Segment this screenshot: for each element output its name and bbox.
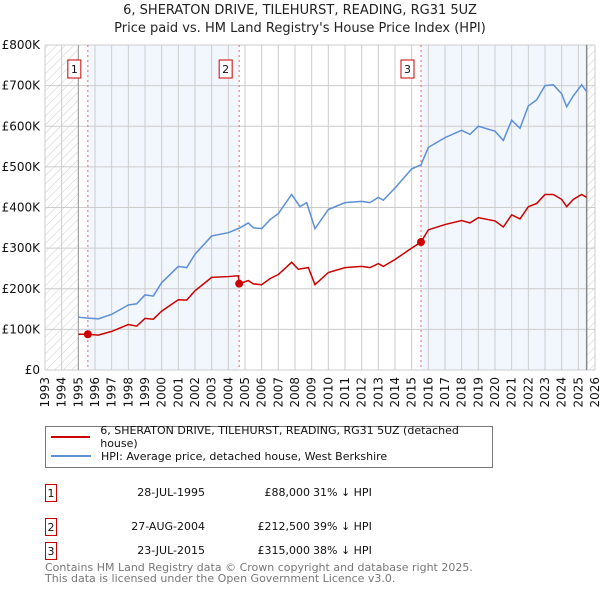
sale-hpi-diff: 39% ↓ HPI	[313, 520, 372, 533]
sale-marker-label: 1	[71, 63, 78, 76]
legend-label: HPI: Average price, detached house, West…	[101, 449, 388, 463]
sale-row: 3 23-JUL-2015 £315,000 38% ↓ HPI	[45, 542, 445, 570]
sale-point	[235, 279, 244, 288]
legend: 6, SHERATON DRIVE, TILEHURST, READING, R…	[45, 424, 493, 468]
x-tick-label: 1998	[121, 377, 135, 408]
footer-copyright: Contains HM Land Registry data © Crown c…	[45, 561, 473, 574]
x-tick-label: 2003	[205, 377, 219, 408]
legend-swatch-red	[51, 436, 91, 438]
chart-subtitle: Price paid vs. HM Land Registry's House …	[114, 21, 486, 36]
sale-price: £212,500	[257, 520, 311, 533]
x-tick-label: 2018	[455, 377, 469, 408]
y-tick-label: £800K	[2, 38, 42, 52]
x-tick-label: 2013	[371, 377, 385, 408]
x-tick-label: 1996	[88, 377, 102, 408]
x-tick-label: 2017	[438, 377, 452, 408]
price-paid-line	[78, 193, 588, 336]
y-tick-label: £400K	[2, 201, 42, 215]
sale-marker-box	[218, 59, 233, 79]
x-tick-label: 1997	[105, 377, 119, 408]
legend-label: 6, SHERATON DRIVE, TILEHURST, READING, R…	[100, 424, 459, 450]
y-tick-label: £700K	[2, 79, 42, 93]
y-tick-label: £300K	[2, 241, 42, 255]
x-tick-label: 2016	[421, 377, 435, 408]
sale-date: 27-AUG-2004	[131, 520, 205, 533]
sale-point	[417, 238, 425, 247]
legend-item-property: 6, SHERATON DRIVE, TILEHURST, READING, R…	[51, 424, 492, 450]
sale-point	[83, 330, 92, 339]
x-tick-label: 2014	[388, 377, 402, 408]
x-tick-label: 2023	[538, 377, 552, 408]
hpi-line	[78, 83, 588, 320]
sale-price: £315,000	[257, 544, 311, 557]
x-tick-label: 1995	[71, 377, 85, 408]
x-tick-label: 2006	[255, 377, 269, 408]
x-tick-label: 2002	[188, 377, 202, 408]
sale-marker-label: 2	[222, 63, 229, 76]
sale-row: 2 27-AUG-2004 £212,500 39% ↓ HPI	[45, 518, 445, 536]
x-tick-label: 2019	[471, 377, 485, 408]
legend-swatch-blue	[51, 455, 91, 457]
footer: Contains HM Land Registry data © Crown c…	[45, 562, 473, 584]
x-tick-label: 2021	[505, 377, 519, 408]
footer-licence: This data is licensed under the Open Gov…	[45, 572, 396, 585]
y-tick-label: £100K	[2, 322, 42, 336]
y-tick-label: £0	[25, 363, 40, 377]
sale-marker-box	[400, 59, 415, 79]
sale-marker-box: 3	[45, 542, 57, 560]
x-tick-label: 2020	[488, 377, 502, 408]
x-tick-label: 2010	[321, 377, 335, 408]
x-tick-label: 2024	[555, 377, 569, 408]
chart-title: 6, SHERATON DRIVE, TILEHURST, READING, R…	[123, 3, 477, 18]
sale-marker-box: 2	[45, 518, 57, 536]
x-tick-label: 2026	[588, 377, 600, 408]
x-tick-label: 2025	[571, 377, 585, 408]
y-tick-label: £200K	[2, 282, 42, 296]
x-tick-label: 2007	[271, 377, 285, 408]
legend-item-hpi: HPI: Average price, detached house, West…	[51, 447, 387, 465]
sale-marker-box	[67, 59, 82, 79]
x-tick-label: 1993	[38, 377, 52, 408]
sale-hpi-diff: 38% ↓ HPI	[313, 544, 372, 557]
x-tick-label: 1999	[138, 377, 152, 408]
y-tick-label: £500K	[2, 160, 42, 174]
x-tick-label: 2004	[221, 377, 235, 408]
x-tick-label: 1994	[55, 377, 69, 408]
y-tick-label: £600K	[2, 119, 42, 133]
x-tick-label: 2009	[305, 377, 319, 408]
x-tick-label: 2011	[338, 377, 352, 408]
x-tick-label: 2022	[521, 377, 535, 408]
x-tick-label: 2001	[171, 377, 185, 408]
x-tick-label: 2005	[238, 377, 252, 408]
sale-marker-box: 1	[45, 484, 57, 502]
sale-date: 28-JUL-1995	[137, 486, 205, 499]
x-tick-label: 2015	[405, 377, 419, 408]
x-tick-label: 2000	[155, 377, 169, 408]
x-tick-label: 2012	[355, 377, 369, 408]
sale-price: £88,000	[264, 486, 311, 499]
plot-area: 1993 1994 1995 1996 1997 1998 1999 2000 2001 2002…	[2, 38, 600, 408]
sale-hpi-diff: 31% ↓ HPI	[313, 486, 372, 499]
sale-row: 1 28-JUL-1995 £88,000 31% ↓ HPI	[45, 484, 445, 502]
sale-marker-label: 3	[404, 63, 411, 76]
x-tick-label: 2008	[288, 377, 302, 408]
sale-date: 23-JUL-2015	[137, 544, 205, 557]
